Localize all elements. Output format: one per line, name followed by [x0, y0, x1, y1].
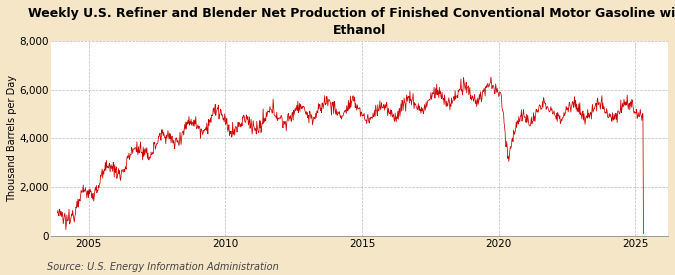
Y-axis label: Thousand Barrels per Day: Thousand Barrels per Day	[7, 75, 17, 202]
Text: Source: U.S. Energy Information Administration: Source: U.S. Energy Information Administ…	[47, 262, 279, 272]
Title: Weekly U.S. Refiner and Blender Net Production of Finished Conventional Motor Ga: Weekly U.S. Refiner and Blender Net Prod…	[28, 7, 675, 37]
